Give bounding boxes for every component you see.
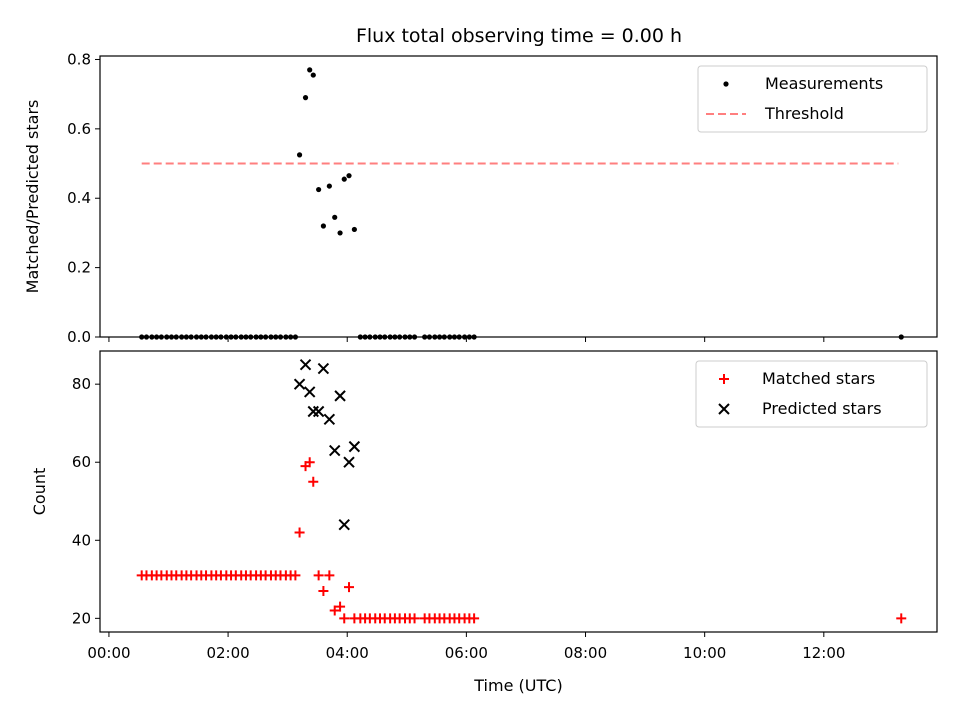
- y-tick-label: 0.2: [67, 259, 91, 277]
- predicted-stars-point: [317, 362, 330, 375]
- x-tick-label: 06:00: [445, 644, 488, 662]
- predicted-stars-point: [293, 378, 306, 390]
- predicted-stars-point: [303, 386, 316, 398]
- matched-stars-point: [304, 457, 315, 468]
- matched-stars-point: [339, 613, 350, 624]
- measurement-point: [316, 186, 322, 193]
- legend-label: Predicted stars: [762, 399, 882, 418]
- chart-title: Flux total observing time = 0.00 h: [356, 25, 682, 47]
- legend-marker-plus: [719, 374, 729, 384]
- x-tick-label: 02:00: [206, 644, 249, 662]
- y-axis-label: Matched/Predicted stars: [23, 100, 42, 294]
- y-tick-label: 80: [72, 375, 91, 393]
- matched-stars-point: [324, 570, 335, 581]
- matched-stars-point: [344, 582, 355, 593]
- measurement-point: [351, 226, 357, 233]
- legend-box: [697, 65, 928, 133]
- x-tick-label: 00:00: [87, 644, 130, 662]
- y-tick-label: 0.6: [67, 120, 91, 138]
- legend-label: Matched stars: [762, 369, 875, 388]
- legend-box: [695, 360, 928, 428]
- top-panel-ratio: 0.0 0.2 0.4 0.6 0.8 Matched/Predicted stars Me…: [23, 50, 938, 346]
- measurement-point: [346, 173, 352, 179]
- matched-stars-point: [329, 605, 340, 616]
- measurement-point: [326, 183, 332, 189]
- x-tick-label: 08:00: [564, 644, 607, 662]
- matched-stars-point: [294, 527, 305, 538]
- measurement-point: [302, 95, 309, 101]
- y-tick-label: 20: [72, 609, 91, 627]
- x-tick-label: 10:00: [683, 644, 726, 662]
- x-axis-label: Time (UTC): [473, 676, 562, 695]
- y-tick-label: 0.0: [67, 328, 91, 346]
- predicted-stars-point: [323, 413, 336, 426]
- predicted-stars-point: [329, 444, 341, 457]
- plot-frame: [99, 350, 938, 633]
- matched-stars-point: [409, 613, 420, 624]
- predicted-stars-point: [334, 390, 346, 402]
- predicted-stars-point: [343, 456, 355, 468]
- legend-label: Threshold: [764, 104, 844, 123]
- x-tick-label: 12:00: [802, 644, 845, 662]
- matched-stars-point: [335, 601, 346, 612]
- y-tick-label: 60: [72, 453, 91, 471]
- y-tick-label: 0.4: [67, 189, 91, 207]
- measurement-point: [296, 152, 303, 158]
- measurement-point: [307, 67, 313, 73]
- x-tick-label: 04:00: [326, 644, 369, 662]
- predicted-stars-point: [312, 405, 325, 418]
- matched-stars-point: [896, 613, 907, 624]
- measurement-point: [341, 176, 347, 182]
- predicted-stars-point: [338, 518, 350, 531]
- y-tick-label: 0.8: [67, 50, 91, 68]
- measurement-point: [332, 214, 338, 220]
- matched-stars-point: [290, 570, 301, 581]
- plot-frame: [99, 55, 938, 338]
- matched-stars-point: [308, 476, 319, 487]
- matched-stars-point: [318, 586, 329, 597]
- y-axis-label: Count: [30, 468, 49, 516]
- legend-marker-x: [718, 403, 730, 415]
- y-tick-label: 40: [72, 531, 91, 549]
- measurement-point: [320, 223, 326, 229]
- measurement-point: [337, 230, 343, 236]
- legend-marker-dot: [723, 81, 729, 87]
- legend-label: Measurements: [765, 74, 883, 93]
- predicted-stars-point: [348, 440, 361, 453]
- matched-stars-point: [313, 570, 324, 581]
- bottom-panel-counts: 20 40 60 80 00:00 02:00 04:00 06:00 08:00 10:00 12…: [30, 350, 938, 695]
- matched-stars-point: [469, 613, 480, 624]
- predicted-stars-point: [299, 358, 312, 371]
- measurement-point: [310, 72, 316, 78]
